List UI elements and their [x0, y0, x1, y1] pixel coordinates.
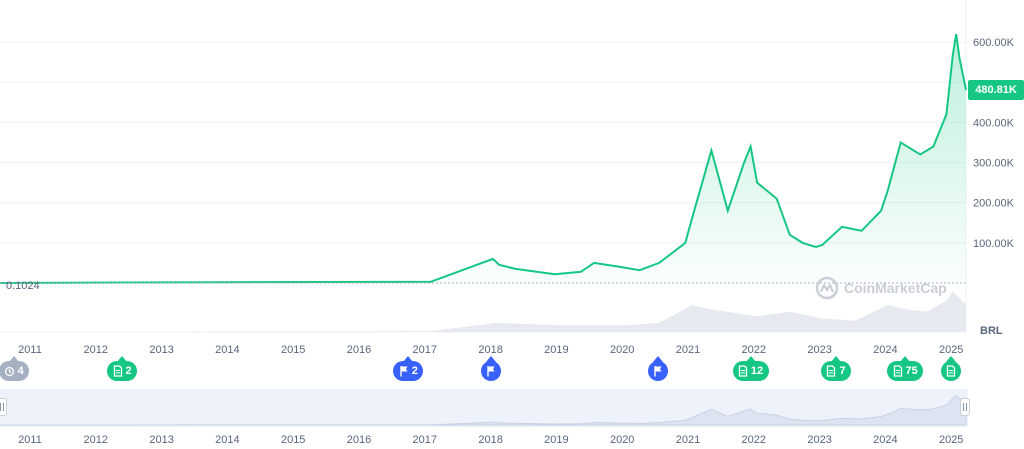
marker-count: 7	[839, 365, 846, 377]
marker-count: 2	[125, 365, 132, 377]
y-tick-label: 300.00K	[973, 158, 1015, 170]
news-marker[interactable]: 2	[107, 356, 138, 381]
navigator-x-tick-label: 2019	[544, 434, 568, 446]
navigator-left-handle[interactable]	[0, 398, 7, 416]
y-tick-label: 400.00K	[973, 117, 1015, 129]
x-tick-label: 2015	[281, 344, 305, 356]
marker-count: 4	[17, 365, 24, 377]
coinmarketcap-logo-icon	[815, 276, 839, 300]
volume-bars	[0, 291, 966, 332]
volume-area	[0, 291, 966, 332]
currency-label: BRL	[980, 325, 1003, 337]
x-tick-label: 2014	[215, 344, 239, 356]
navigator-x-axis: 2011 2012 2013 2014 2015 2016 2017 2018 2019 2020…	[18, 434, 963, 446]
y-tick-label: 200.00K	[973, 198, 1015, 210]
navigator-x-tick-label: 2023	[807, 434, 831, 446]
news-marker[interactable]	[941, 356, 962, 381]
flag-icon	[486, 365, 496, 377]
x-tick-label: 2025	[939, 344, 963, 356]
x-tick-label: 2021	[676, 344, 700, 356]
x-tick-label: 2012	[84, 344, 108, 356]
news-marker[interactable]: 75	[887, 356, 924, 381]
flag-icon	[653, 365, 663, 377]
navigator-x-tick-label: 2021	[676, 434, 700, 446]
navigator-x-tick-label: 2020	[610, 434, 634, 446]
watermark-text: CoinMarketCap	[844, 280, 947, 296]
x-tick-label: 2019	[544, 344, 568, 356]
x-tick-label: 2023	[807, 344, 831, 356]
news-icon	[738, 365, 748, 377]
x-tick-label: 2017	[413, 344, 437, 356]
marker-count: 2	[411, 365, 418, 377]
marker-count: 75	[905, 365, 918, 377]
news-icon	[113, 365, 123, 377]
flag-marker[interactable]	[480, 356, 501, 381]
news-marker[interactable]: 12	[732, 356, 769, 381]
navigator-x-tick-label: 2024	[873, 434, 897, 446]
navigator-x-tick-label: 2025	[939, 434, 963, 446]
start-price-label: 0.1024	[6, 280, 40, 292]
watermark: CoinMarketCap	[815, 276, 947, 300]
x-tick-label: 2016	[347, 344, 371, 356]
navigator-x-tick-label: 2013	[149, 434, 173, 446]
price-line	[0, 33, 967, 284]
x-tick-label: 2024	[873, 344, 897, 356]
news-icon	[826, 365, 836, 377]
navigator-x-tick-label: 2017	[413, 434, 437, 446]
news-marker[interactable]: 7	[821, 356, 852, 381]
navigator-x-tick-label: 2018	[478, 434, 502, 446]
flag-marker[interactable]	[648, 356, 669, 381]
news-icon	[946, 365, 956, 377]
current-price-tag: 480.81K	[968, 80, 1024, 100]
navigator-x-tick-label: 2012	[84, 434, 108, 446]
y-tick-label: 600.00K	[973, 37, 1015, 49]
x-tick-label: 2018	[478, 344, 502, 356]
x-tick-label: 2013	[149, 344, 173, 356]
price-area	[0, 34, 966, 283]
navigator-right-handle[interactable]	[960, 398, 970, 416]
history-marker[interactable]: 4	[0, 356, 29, 381]
navigator-x-tick-label: 2016	[347, 434, 371, 446]
history-icon	[4, 366, 15, 377]
navigator-x-tick-label: 2014	[215, 434, 239, 446]
y-tick-label: 100.00K	[973, 238, 1015, 250]
flag-marker[interactable]: 2	[393, 356, 424, 381]
x-tick-label: 2011	[18, 344, 42, 356]
x-tick-label: 2022	[742, 344, 766, 356]
navigator-x-tick-label: 2015	[281, 434, 305, 446]
navigator-x-tick-label: 2011	[18, 434, 42, 446]
y-axis: 100.00K 200.00K 300.00K 400.00K 600.00K	[973, 37, 1015, 250]
flag-icon	[399, 365, 409, 377]
news-icon	[893, 365, 903, 377]
x-axis: 2011 2012 2013 2014 2015 2016 2017 2018 2019 2020…	[18, 344, 963, 356]
navigator-x-tick-label: 2022	[742, 434, 766, 446]
x-tick-label: 2020	[610, 344, 634, 356]
navigator-price-area	[0, 395, 967, 426]
marker-count: 12	[750, 365, 764, 377]
